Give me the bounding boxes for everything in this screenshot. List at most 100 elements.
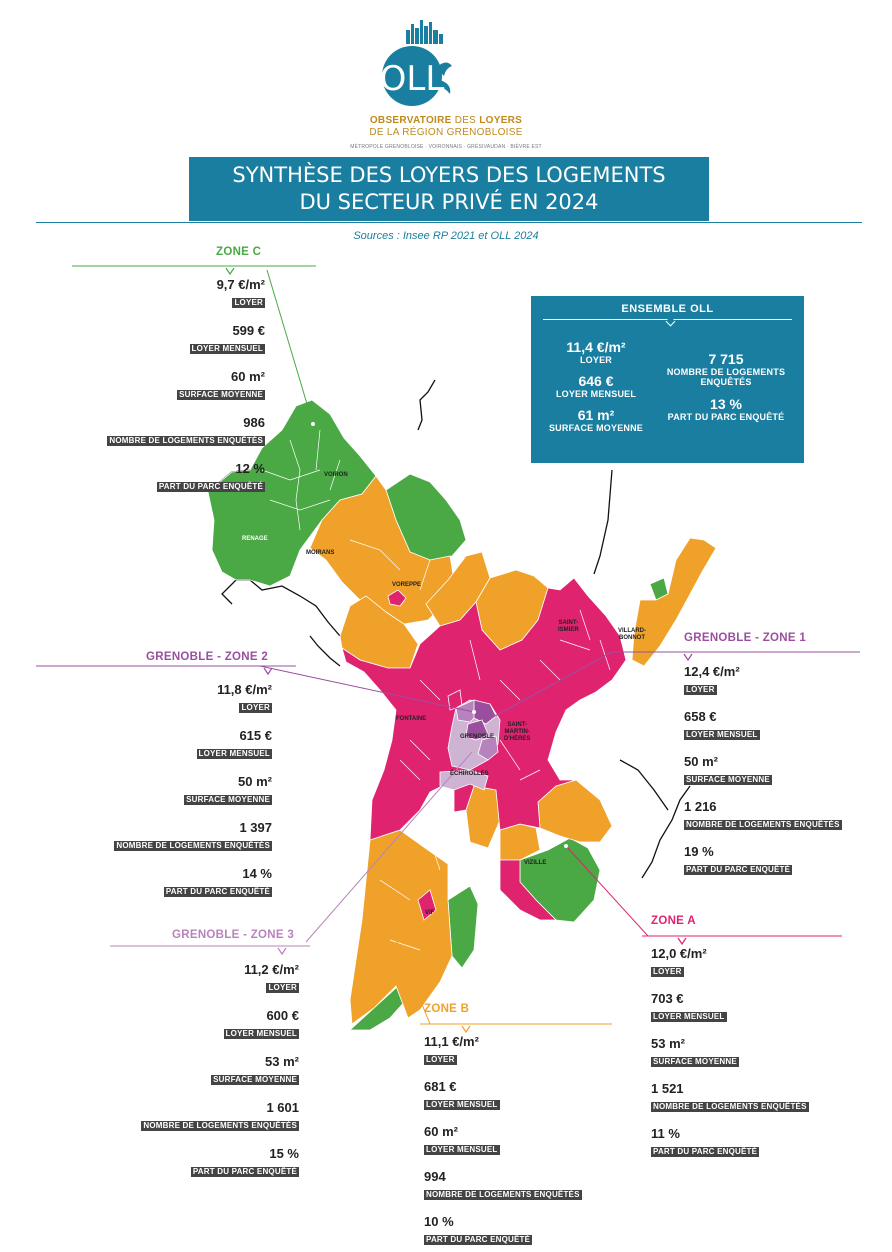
grenoble-3-logements: 1 601 [266,1100,299,1115]
logo-line1-a: OBSERVATOIRE [369,115,452,126]
grenoble-2-loyer-mensuel: 615 € [239,728,272,743]
city-vif: VIF [425,910,435,916]
grenoble-2-surface-label: SURFACE MOYENNE [184,795,272,805]
city-fontaine: FONTAINE [396,716,427,722]
zone-b-loyer-mensuel: 681 € [424,1079,457,1094]
ensemble-part: 13 % [710,396,742,412]
city-smh-2: MARTIN- [504,729,530,735]
city-voreppe: VOREPPE [392,582,422,588]
title-line-1: SYNTHÈSE DES LOYERS DES LOGEMENTS [232,163,666,187]
zone-c-area [207,399,669,1031]
city-saint-ismier-2: ISMIER [558,627,579,633]
logo-mark: OLL [380,20,452,106]
ensemble-part-label: PART DU PARC ENQUÊTÉ [667,412,785,422]
grenoble-1-title: GRENOBLE - ZONE 1 [684,632,807,644]
page-title: SYNTHÈSE DES LOYERS DES LOGEMENTS DU SEC… [189,157,709,221]
grenoble-3-logements-label: NOMBRE DE LOGEMENTS ENQUÊTÉS [141,1121,299,1131]
zone-a-loyer-m2: 12,0 €/m² [651,946,707,961]
city-smh-1: SAINT- [507,722,528,728]
ensemble-right: 7 715 NOMBRE DE LOGEMENTS ENQUÊTÉS 13 % … [655,351,797,423]
zone-b-surface: 60 m² [424,1124,458,1139]
zone-c-surface-label: SURFACE MOYENNE [177,390,265,400]
zone-a-loyer-mensuel-label: LOYER MENSUEL [651,1012,727,1022]
zone-b-part: 10 % [424,1214,454,1229]
chevrons [225,267,693,1034]
title-rule [36,222,862,223]
leader-lines [36,265,860,1025]
zone-a-loyer-m2-label: LOYER [651,967,684,977]
zone-a-loyer-mensuel: 703 € [651,991,684,1006]
zone-a-surface: 53 m² [651,1036,685,1051]
ensemble-rule [543,316,792,327]
zone-c-loyer-m2-label: LOYER [232,298,265,308]
ensemble-logements: 7 715 [708,351,744,367]
ensemble-surface: 61 m² [577,407,615,423]
grenoble-2-title: GRENOBLE - ZONE 2 [146,651,269,663]
zone-a-logements-label: NOMBRE DE LOGEMENTS ENQUÊTÉS [651,1102,809,1112]
zone-c-part: 12 % [235,461,265,476]
zone-c-part-label: PART DU PARC ENQUÊTÉ [156,482,265,492]
title-line-2: DU SECTEUR PRIVÉ EN 2024 [299,190,599,214]
grenoble-3-part-label: PART DU PARC ENQUÊTÉ [190,1167,299,1177]
ensemble-loyer-m2-label: LOYER [579,355,612,365]
grenoble-2-loyer-mensuel-label: LOYER MENSUEL [196,749,272,759]
zone-b-logements-label: NOMBRE DE LOGEMENTS ENQUÊTÉS [424,1190,582,1200]
ensemble-logements-label-2: ENQUÊTÉS [700,377,752,387]
city-echirolles: ÉCHIROLLES [450,771,489,777]
city-saint-ismier-1: SAINT- [558,620,579,626]
city-voiron: VOIRON [324,472,348,478]
city-moirans: MOIRANS [306,550,335,556]
city-vizille: VIZILLE [524,860,547,866]
grenoble-2-part: 14 % [242,866,272,881]
ensemble-chevron [665,316,676,327]
city-renage: RENAGE [242,536,268,542]
ensemble-surface-label: SURFACE MOYENNE [548,423,643,433]
grenoble-1-surface: 50 m² [684,754,718,769]
city-villard-bonnot: VILLARD- BONNOT [618,628,646,642]
grenoble-2-loyer-m2-label: LOYER [239,703,272,713]
grenoble-3-loyer-mensuel: 600 € [266,1008,299,1023]
zone-b-stats: 11,1 €/m² LOYER 681 € LOYER MENSUEL 60 m… [424,1034,624,1247]
zone-b-part-label: PART DU PARC ENQUÊTÉ [424,1235,533,1245]
ensemble-box: ENSEMBLE OLL 11,4 €/m² LOYER 646 € LOYER… [531,296,804,463]
zone-c-loyer-mensuel: 599 € [232,323,265,338]
grenoble-2-surface: 50 m² [238,774,272,789]
grenoble-1-logements: 1 216 [684,799,717,814]
zone-c-logements-label: NOMBRE DE LOGEMENTS ENQUÊTÉS [107,436,265,446]
zone-a-part: 11 % [651,1126,680,1141]
grenoble-2-logements: 1 397 [239,820,272,835]
zone-b-logements: 994 [424,1169,446,1184]
grenoble-3-loyer-m2: 11,2 €/m² [244,962,299,977]
zone-c-loyer-m2: 9,7 €/m² [216,277,265,292]
zone-a-surface-label: SURFACE MOYENNE [651,1057,739,1067]
grenoble-2-stats: 11,8 €/m² LOYER 615 € LOYER MENSUEL 50 m… [36,682,272,899]
city-saint-ismier: SAINT- ISMIER [558,620,579,634]
zone-b-surface-label: LOYER MENSUEL [424,1145,500,1155]
city-grenoble: GRENOBLE [460,734,495,740]
grenoble-1-loyer-mensuel: 658 € [684,709,717,724]
logo-line1-b: DES [451,115,480,126]
grenoble-1-loyer-m2: 12,4 €/m² [684,664,740,679]
logo-line3: MÉTROPOLE GRENOBLOISE · VOIRONNAIS · GRÉ… [350,144,542,150]
sources: Sources : Insee RP 2021 et OLL 2024 [353,230,539,242]
city-villard-1: VILLARD- [618,628,646,634]
grenoble-1-logements-label: NOMBRE DE LOGEMENTS ENQUÊTÉS [684,820,842,830]
zone-b-loyer-m2: 11,1 €/m² [424,1034,479,1049]
ensemble-left: 11,4 €/m² LOYER 646 € LOYER MENSUEL 61 m… [541,340,651,434]
commune-lines [261,429,611,951]
grenoble-1-loyer-m2-label: LOYER [684,685,717,695]
grenoble-3-stats: 11,2 €/m² LOYER 600 € LOYER MENSUEL 53 m… [36,962,299,1179]
zone-c-surface: 60 m² [231,369,265,384]
ensemble-title: ENSEMBLE OLL [621,303,714,315]
zone-c-stats: 9,7 €/m² LOYER 599 € LOYER MENSUEL 60 m²… [36,277,265,494]
grenoble-2-logements-label: NOMBRE DE LOGEMENTS ENQUÊTÉS [114,841,272,851]
zone-a-title: ZONE A [651,915,696,927]
zone-b-title: ZONE B [424,1003,470,1015]
zone-a-logements: 1 521 [651,1081,684,1096]
grenoble-2-part-label: PART DU PARC ENQUÊTÉ [163,887,272,897]
logo-line2: DE LA RÉGION GRENOBLOISE [369,127,523,138]
logo: OLL OBSERVATOIRE DES LOYERS DE LA RÉGION… [340,18,552,158]
city-saint-martin-dheres: SAINT- MARTIN- D'HÈRES [504,722,530,743]
ensemble-logements-label-1: NOMBRE DE LOGEMENTS [666,367,786,377]
